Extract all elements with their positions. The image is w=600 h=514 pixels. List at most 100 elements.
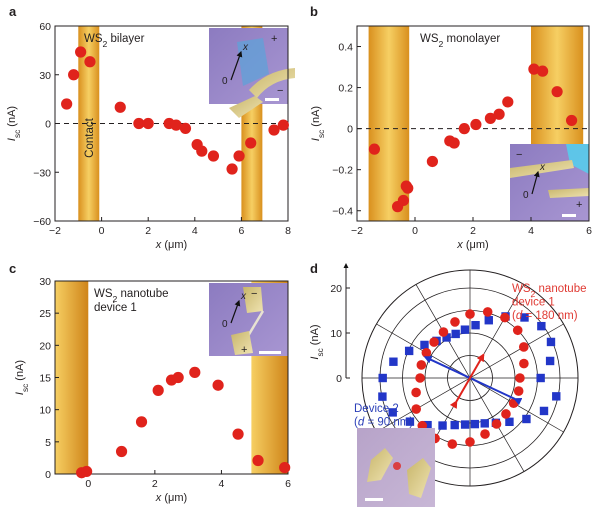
inset-scale-bar [562,214,576,217]
data-point-nanotube-device-1 [447,439,458,449]
data-point [170,119,182,131]
x-axis-label: x (μm) [155,492,187,504]
data-point-device-2 [537,321,546,331]
data-point-nanotube-device-1 [480,429,490,439]
inset-electrode [243,287,263,313]
inset-laser-spot [393,462,401,470]
data-point-nanotube-device-1 [411,404,422,414]
data-point-device-2 [460,420,470,429]
data-point [114,101,126,113]
inset-electrode [249,68,295,98]
x-tick-label: −2 [49,225,61,237]
inset-axis-x-label: x [240,291,247,302]
data-point-nanotube-device-1 [421,348,432,358]
svg-text:d: d [310,261,318,276]
data-point [212,379,224,391]
data-point [189,366,201,378]
inset-scale-bar [365,498,383,501]
data-point [133,117,145,130]
data-point [245,137,257,149]
x-tick-label: −2 [351,225,363,237]
data-point-device-2 [423,420,432,430]
data-point-device-2 [471,320,480,330]
data-point [279,461,291,474]
inset-electrode [548,188,589,198]
data-point-nanotube-device-1 [482,307,493,317]
x-axis-label: x (μm) [456,239,488,251]
data-point-device-2 [520,313,529,322]
data-point-device-2 [451,329,460,339]
data-point-device-2 [480,419,489,428]
data-point-device-2 [546,337,556,347]
inset-axis-arrow [531,170,540,195]
data-point-device-2 [505,417,514,427]
y-tick-label: 0 [45,119,51,131]
contact-band [78,26,100,221]
data-point [426,155,438,168]
data-point-nanotube-device-1 [500,312,510,323]
data-point-device-2 [460,325,470,334]
chart-title: WS2 monolayer [420,33,500,49]
y-axis-label: Isc (nA) [6,106,22,141]
inset-polarity-top: − [251,288,257,300]
data-point [233,150,245,162]
inset-axis-arrow [230,299,241,324]
radial-tick-label: 20 [330,283,342,295]
data-point [152,384,164,396]
inset-axis-origin-label: 0 [222,319,228,330]
contact-band [55,281,89,474]
data-point-device-2 [536,373,545,383]
inset-axis-x-label: x [242,42,249,53]
y-tick-label: 5 [45,437,51,449]
panel-a-bilayer-chart: x 0 + − −2 0 2 4 6 8 −60 −30 0 30 60 x (μm) Isc (nA) WS2 … [6,21,295,251]
data-point-device-2 [539,406,549,416]
data-point [135,416,148,428]
x-axis-label: x (μm) [155,239,187,251]
y-tick-label: 25 [39,308,51,320]
data-point-nanotube-device-1 [465,309,475,319]
data-point [115,445,128,458]
y-tick-label: 30 [39,70,51,82]
contact-label: Contact [84,117,96,157]
x-tick-label: 4 [528,225,534,237]
inset-axis-arrow [230,50,243,81]
y-tick-label: 10 [39,405,51,417]
inset-annotations: x 0 − + [516,149,582,217]
data-point-nanotube-device-1 [415,373,425,383]
inset-polarity-top: − [516,149,522,161]
data-point-nanotube-device-1 [513,386,524,396]
series-label-nanotube-device-1: WS2 nanotube [512,283,587,299]
data-point [566,114,578,127]
data-point-nanotube-device-1 [450,317,460,327]
data-point-device-2 [522,414,531,424]
series-label-device-2-line: (d = 90 nm) [354,417,413,429]
inset-electrode [229,96,263,118]
inset-electrode [231,331,253,355]
y-tick-label: 0 [347,124,353,136]
data-point-nanotube-device-1 [416,360,427,370]
data-point-device-2 [388,408,397,417]
panel-c-nanotube-chart: x 0 − +0 2 4 6 0 5 10 15 20 25 30 x (μm) Isc (nA) WS2 na… [14,276,291,504]
data-point [448,137,460,149]
panel-b-monolayer-chart: x 0 − + −2 0 2 4 6 −0.4 −0.2 0 0.2 0.4 x (μm) Isc (nA) W… [310,25,592,251]
data-point-nanotube-device-1 [515,373,525,383]
x-tick-label: 0 [99,225,105,237]
chart-title: WS2 nanotube [94,288,169,304]
data-point [252,454,264,467]
data-point-device-2 [484,316,493,325]
data-point-nanotube-device-1 [411,387,421,398]
series-label-device-2: Device 2 [354,403,399,415]
y-axis-label: Isc (nA) [310,106,326,141]
y-tick-label: 0.4 [338,42,353,54]
x-tick-label: 4 [219,478,225,490]
y-tick-label: 60 [39,21,51,33]
chart-title: WS2 bilayer [84,33,145,49]
data-point [81,465,93,478]
data-point-device-2 [420,340,429,350]
data-point [268,124,280,136]
radial-tick-label: 0 [336,373,342,385]
polarization-vector-device-1 [449,353,485,409]
data-point-device-2 [438,421,447,430]
y-axis-label: Isc (nA) [14,360,30,395]
data-point [402,182,414,194]
